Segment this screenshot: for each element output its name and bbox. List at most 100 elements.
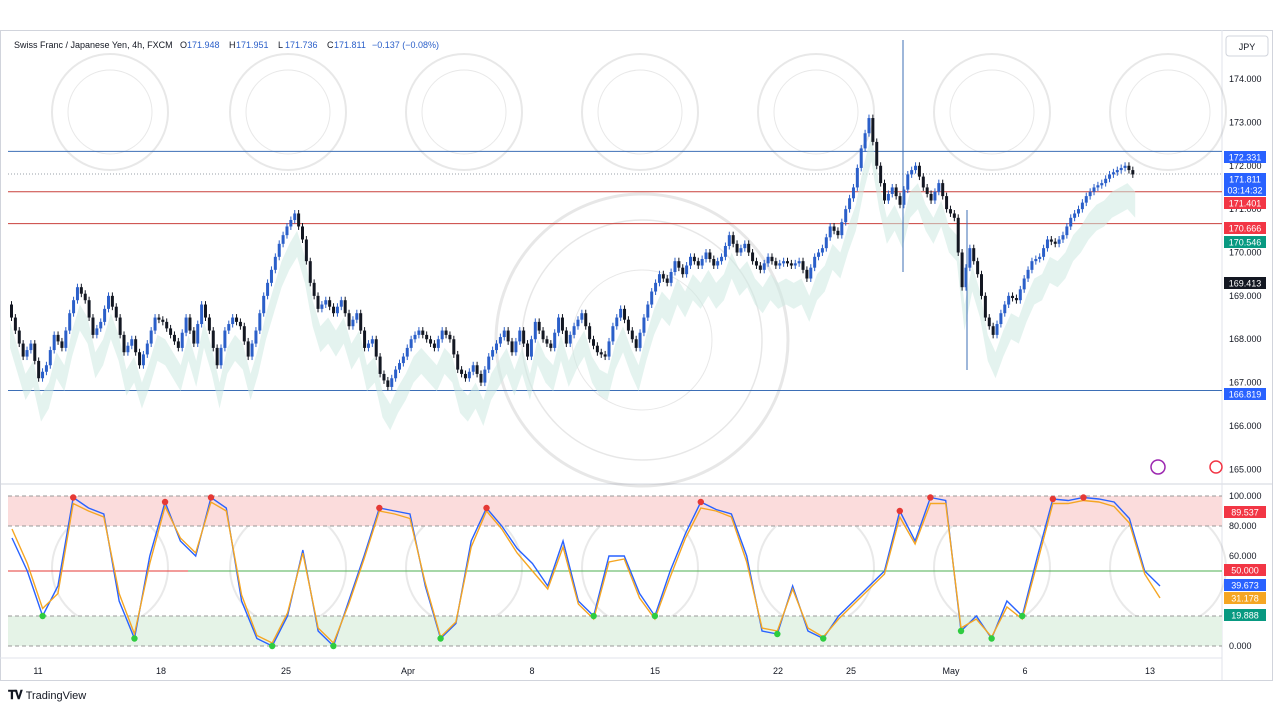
tenkan-cloud-fill [10, 135, 1136, 431]
candle-body [351, 319, 355, 327]
candle-body [1049, 239, 1053, 242]
buy-signal-dot [774, 630, 781, 638]
osc-label-box [1224, 564, 1266, 576]
sell-signal-dot [896, 507, 903, 515]
candle-body [654, 282, 658, 292]
candle-body [1080, 202, 1084, 210]
candle-body [634, 339, 638, 348]
candle-body [766, 256, 770, 264]
candle-body [324, 300, 328, 305]
candle-body [983, 295, 987, 318]
price-label-box [1224, 151, 1266, 163]
header-l-value: 171.736 [285, 40, 318, 50]
candle-body [743, 243, 747, 249]
header-c_label: C [327, 40, 334, 50]
candle-body [413, 334, 417, 340]
candle-body [95, 328, 99, 335]
candle-body [495, 343, 498, 351]
candle-body [1038, 256, 1042, 259]
candle-body [1018, 289, 1022, 301]
sell-signal-dot [207, 494, 215, 501]
candle-body [29, 343, 33, 351]
candle-body [172, 334, 176, 342]
buy-signal-dot [820, 635, 827, 642]
candle-body [813, 256, 817, 268]
candle-body [452, 339, 456, 355]
time-axis-tick: Apr [401, 666, 415, 676]
candle-body [363, 330, 367, 348]
header-c-value: 171.811 [334, 40, 366, 50]
candle-body [269, 269, 273, 283]
candle-body [506, 330, 510, 342]
candle-body [110, 295, 114, 307]
candle-body [797, 261, 801, 264]
price-label-text: 03:14:32 [1227, 186, 1262, 196]
candle-body [456, 354, 460, 370]
candle-body [301, 226, 304, 240]
candle-body [549, 343, 553, 348]
buy-signal-dot [269, 642, 276, 650]
candle-body [359, 313, 363, 331]
candle-body [180, 332, 184, 348]
candle-body [297, 213, 301, 227]
candle-body [479, 373, 483, 383]
time-axis-tick: 15 [650, 666, 660, 676]
candle-body [72, 300, 76, 314]
candle-body [471, 365, 475, 372]
candle-body [347, 313, 351, 327]
candle-body [867, 118, 871, 134]
candle-body [720, 256, 724, 262]
candle-body [440, 330, 444, 340]
candle-body [611, 326, 615, 342]
candle-body [712, 259, 716, 266]
candle-body [700, 259, 704, 266]
time-axis-tick: 25 [846, 666, 856, 676]
candle-body [91, 317, 95, 335]
candle-body [964, 267, 968, 288]
candle-body [786, 261, 789, 264]
candle-body [285, 226, 289, 236]
candle-body [948, 209, 952, 214]
candle-body [21, 343, 25, 357]
footer: 𝐓𝐕 TradingView [8, 688, 86, 703]
header-change: −0.137 (−0.08%) [372, 40, 439, 50]
candle-body [332, 306, 336, 314]
candle-body [491, 350, 495, 357]
candle-body [432, 343, 436, 348]
candle-body [444, 330, 448, 335]
candle-body [386, 380, 390, 387]
candle-body [914, 165, 918, 171]
target-icon[interactable] [1209, 460, 1223, 474]
candle-body [758, 265, 762, 270]
candle-body [894, 187, 898, 197]
candle-body [33, 343, 37, 361]
candle-body [266, 282, 270, 296]
candle-body [704, 252, 708, 259]
candle-body [642, 317, 646, 333]
currency-button[interactable] [1225, 35, 1269, 57]
header-h-value: 171.951 [236, 40, 269, 50]
candle-body [1092, 187, 1096, 192]
candle-body [320, 304, 324, 309]
candle-body [925, 187, 929, 194]
candle-body [774, 261, 778, 266]
candle-body [149, 330, 153, 344]
osc-label-box [1224, 592, 1266, 604]
candle-body [467, 371, 471, 379]
osc-axis-tick: 100.000 [1229, 491, 1262, 501]
candle-body [1007, 295, 1011, 305]
osc-label-text: 31.178 [1231, 594, 1259, 604]
header-o_label: O [180, 40, 187, 50]
candle-body [176, 341, 180, 348]
candle-body [242, 326, 246, 342]
alert-icon[interactable] [1150, 459, 1166, 475]
sell-signal-dot [483, 504, 490, 512]
candle-body [871, 118, 875, 142]
candle-body [972, 248, 976, 262]
candle-body [161, 319, 165, 322]
candle-body [692, 256, 696, 262]
price-axis-tick: 173.000 [1229, 117, 1262, 127]
candle-body [204, 304, 207, 318]
candle-body [646, 304, 650, 318]
